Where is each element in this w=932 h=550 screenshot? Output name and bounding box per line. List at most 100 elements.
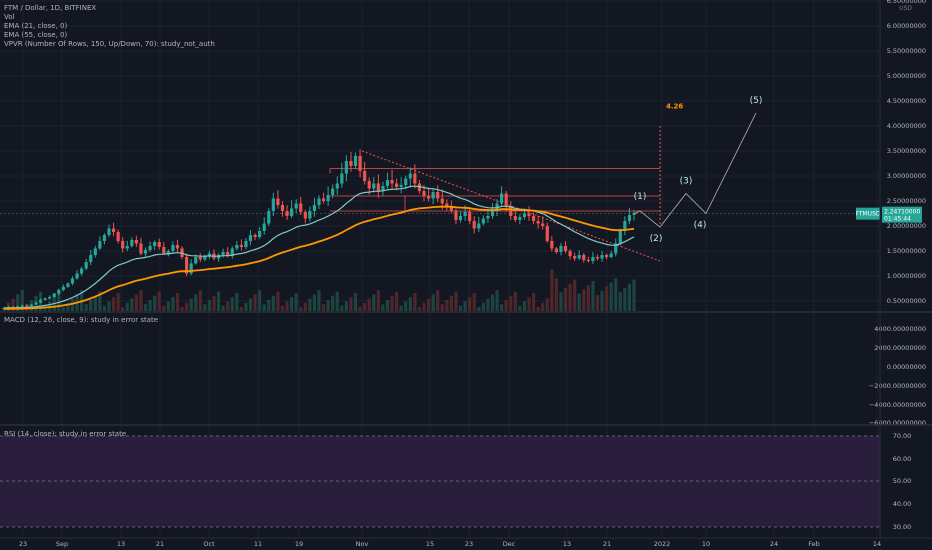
candle-body[interactable] (221, 252, 225, 255)
candle-body[interactable] (632, 213, 636, 216)
candle-body[interactable] (605, 255, 609, 257)
candle-body[interactable] (609, 253, 613, 258)
candle-body[interactable] (125, 246, 129, 249)
candle-body[interactable] (157, 242, 161, 247)
candle-body[interactable] (93, 248, 97, 256)
candle-body[interactable] (84, 262, 88, 269)
rsi-label[interactable]: RSI (14, close): study in error state (4, 430, 127, 438)
candle-body[interactable] (43, 298, 47, 301)
candle-body[interactable] (600, 255, 604, 259)
candle-body[interactable] (70, 278, 75, 284)
candle-body[interactable] (248, 235, 253, 241)
candle-body[interactable] (38, 300, 43, 303)
candle-body[interactable] (116, 232, 120, 241)
candle-body[interactable] (153, 242, 157, 246)
candle-body[interactable] (271, 198, 275, 212)
candle-body[interactable] (262, 223, 266, 232)
candle-body[interactable] (440, 198, 444, 204)
candle-body[interactable] (239, 245, 243, 247)
candle-body[interactable] (317, 198, 321, 206)
candle-body[interactable] (545, 226, 549, 241)
indicator-ema21[interactable]: EMA (21, close, 0) (4, 22, 68, 30)
candle-body[interactable] (331, 188, 335, 196)
candle-body[interactable] (66, 283, 70, 288)
candle-body[interactable] (426, 196, 431, 199)
candle-body[interactable] (595, 257, 600, 259)
candle-body[interactable] (390, 180, 394, 184)
candle-body[interactable] (98, 241, 102, 249)
indicator-ema55[interactable]: EMA (55, close, 0) (4, 31, 68, 39)
candle-body[interactable] (395, 183, 399, 188)
candle-layer[interactable] (2, 149, 636, 309)
candle-body[interactable] (417, 183, 422, 192)
candle-body[interactable] (89, 255, 93, 262)
candle-body[interactable] (381, 186, 385, 191)
candle-body[interactable] (29, 304, 33, 307)
candle-body[interactable] (349, 161, 353, 166)
candle-body[interactable] (294, 203, 298, 209)
candle-body[interactable] (344, 161, 348, 174)
candle-body[interactable] (399, 185, 403, 187)
candle-body[interactable] (226, 252, 230, 256)
symbol-badge[interactable] (856, 207, 880, 220)
last-price-badge[interactable] (882, 206, 922, 223)
candle-body[interactable] (454, 211, 458, 220)
candle-body[interactable] (143, 250, 148, 254)
candle-body[interactable] (591, 257, 595, 261)
candle-body[interactable] (61, 287, 65, 290)
candle-body[interactable] (189, 263, 193, 274)
candle-body[interactable] (623, 221, 627, 231)
candle-body[interactable] (527, 213, 531, 217)
candle-body[interactable] (340, 173, 344, 184)
candle-body[interactable] (285, 211, 289, 216)
candle-body[interactable] (413, 173, 417, 184)
candle-body[interactable] (326, 195, 330, 201)
candle-body[interactable] (258, 231, 262, 237)
candle-body[interactable] (568, 251, 572, 256)
candle-body[interactable] (80, 268, 84, 274)
candle-body[interactable] (550, 241, 554, 249)
candle-body[interactable] (504, 193, 508, 207)
candle-body[interactable] (513, 216, 517, 220)
candle-body[interactable] (422, 191, 426, 196)
candle-body[interactable] (522, 213, 527, 218)
candle-body[interactable] (582, 255, 586, 260)
candle-body[interactable] (509, 206, 513, 216)
candle-body[interactable] (235, 245, 239, 249)
candle-body[interactable] (25, 305, 29, 307)
candle-body[interactable] (16, 306, 20, 308)
candle-body[interactable] (577, 255, 581, 259)
candle-body[interactable] (299, 203, 303, 213)
candle-body[interactable] (559, 246, 563, 252)
candle-body[interactable] (280, 205, 285, 211)
candle-body[interactable] (321, 198, 326, 202)
candle-body[interactable] (436, 192, 440, 199)
candle-body[interactable] (463, 212, 467, 216)
candle-body[interactable] (75, 273, 79, 279)
candle-body[interactable] (458, 216, 463, 220)
candle-body[interactable] (614, 243, 618, 254)
candle-body[interactable] (541, 223, 545, 227)
candle-body[interactable] (216, 255, 221, 259)
candle-body[interactable] (203, 256, 207, 260)
candle-body[interactable] (518, 217, 522, 220)
indicator-vol[interactable]: Vol (4, 13, 15, 21)
indicator-vpvr[interactable]: VPVR (Number Of Rows, 150, Up/Down, 70):… (4, 40, 215, 48)
candle-body[interactable] (308, 211, 312, 219)
candle-body[interactable] (244, 241, 248, 247)
candle-body[interactable] (303, 212, 307, 219)
candle-body[interactable] (363, 171, 367, 181)
candle-body[interactable] (52, 293, 56, 298)
candle-body[interactable] (481, 218, 485, 224)
candle-body[interactable] (139, 243, 143, 254)
candle-body[interactable] (121, 241, 125, 249)
candle-body[interactable] (290, 208, 294, 217)
candle-body[interactable] (175, 245, 180, 249)
candle-body[interactable] (185, 257, 189, 274)
candle-body[interactable] (230, 248, 234, 257)
candle-body[interactable] (198, 257, 202, 260)
candle-body[interactable] (468, 212, 472, 221)
candle-body[interactable] (171, 245, 175, 251)
candle-body[interactable] (536, 221, 540, 224)
